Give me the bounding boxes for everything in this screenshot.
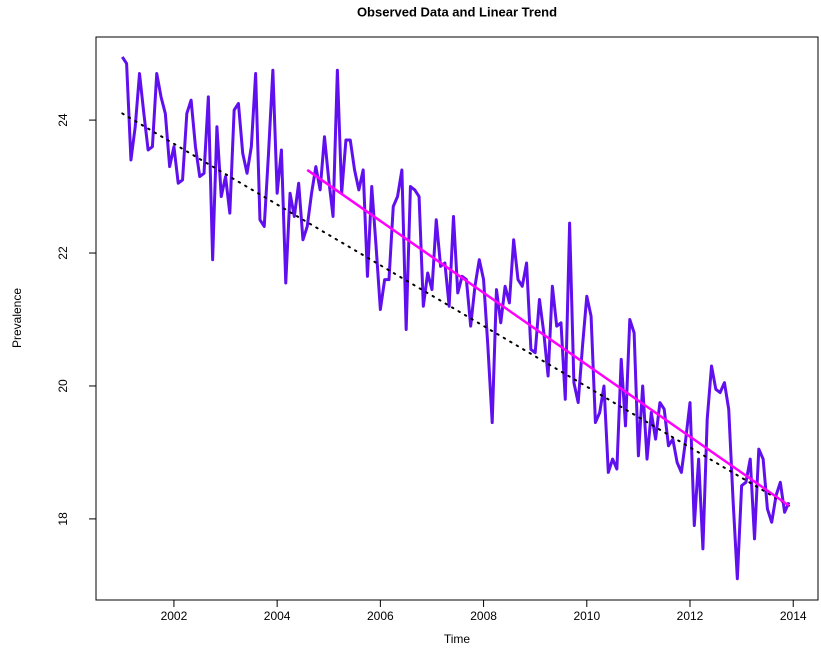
x-tick-label: 2002	[161, 609, 188, 623]
y-axis-label: Prevalence	[10, 288, 24, 348]
x-axis-label: Time	[444, 632, 471, 646]
x-tick-label: 2012	[677, 609, 704, 623]
series-line	[121, 56, 791, 581]
plot-frame	[95, 36, 819, 601]
x-tick-label: 2010	[573, 609, 600, 623]
x-tick-label: 2004	[264, 609, 291, 623]
y-tick-label: 20	[56, 379, 70, 393]
y-tick-label: 24	[56, 113, 70, 127]
x-tick-label: 2014	[780, 609, 807, 623]
series-line	[121, 112, 790, 507]
x-tick-label: 2008	[470, 609, 497, 623]
y-tick-label: 18	[56, 512, 70, 526]
series-line	[306, 168, 790, 507]
chart-title: Observed Data and Linear Trend	[357, 4, 557, 19]
y-tick-label: 22	[56, 246, 70, 260]
x-tick-label: 2006	[367, 609, 394, 623]
